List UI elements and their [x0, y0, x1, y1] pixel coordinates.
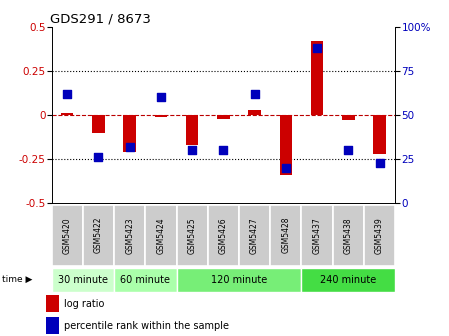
- Point: [220, 148, 227, 153]
- Bar: [46, 295, 58, 312]
- Text: GSM5423: GSM5423: [125, 217, 134, 254]
- Text: 60 minute: 60 minute: [120, 275, 170, 285]
- Text: GDS291 / 8673: GDS291 / 8673: [50, 13, 151, 26]
- Bar: [208, 205, 239, 266]
- Bar: [333, 205, 364, 266]
- Text: 30 minute: 30 minute: [58, 275, 108, 285]
- Point: [282, 165, 290, 171]
- Bar: [123, 115, 136, 152]
- Bar: [186, 115, 198, 145]
- Bar: [92, 115, 105, 133]
- Bar: [176, 267, 301, 292]
- Bar: [52, 267, 114, 292]
- Text: log ratio: log ratio: [64, 299, 104, 309]
- Bar: [301, 205, 333, 266]
- Text: GSM5428: GSM5428: [282, 217, 291, 253]
- Bar: [239, 205, 270, 266]
- Bar: [248, 110, 261, 115]
- Point: [95, 155, 102, 160]
- Text: GSM5438: GSM5438: [344, 217, 353, 254]
- Bar: [154, 115, 167, 117]
- Bar: [217, 115, 229, 119]
- Text: GSM5422: GSM5422: [94, 217, 103, 253]
- Text: GSM5420: GSM5420: [63, 217, 72, 254]
- Point: [376, 160, 383, 165]
- Bar: [311, 41, 323, 115]
- Point: [189, 148, 196, 153]
- Bar: [301, 267, 395, 292]
- Text: GSM5439: GSM5439: [375, 217, 384, 254]
- Bar: [145, 205, 176, 266]
- Text: GSM5437: GSM5437: [313, 217, 321, 254]
- Text: 240 minute: 240 minute: [320, 275, 376, 285]
- Text: GSM5427: GSM5427: [250, 217, 259, 254]
- Bar: [364, 205, 395, 266]
- Bar: [176, 205, 208, 266]
- Point: [345, 148, 352, 153]
- Bar: [46, 317, 58, 334]
- Point: [313, 45, 321, 51]
- Bar: [280, 115, 292, 175]
- Bar: [270, 205, 301, 266]
- Bar: [83, 205, 114, 266]
- Text: GSM5424: GSM5424: [156, 217, 165, 254]
- Text: GSM5426: GSM5426: [219, 217, 228, 254]
- Bar: [52, 205, 83, 266]
- Bar: [114, 267, 176, 292]
- Text: 120 minute: 120 minute: [211, 275, 267, 285]
- Bar: [373, 115, 386, 154]
- Point: [157, 95, 164, 100]
- Text: GSM5425: GSM5425: [188, 217, 197, 254]
- Bar: [114, 205, 145, 266]
- Bar: [61, 113, 74, 115]
- Text: time ▶: time ▶: [2, 275, 33, 284]
- Point: [64, 91, 71, 97]
- Text: percentile rank within the sample: percentile rank within the sample: [64, 321, 229, 331]
- Point: [251, 91, 258, 97]
- Bar: [342, 115, 355, 120]
- Point: [126, 144, 133, 150]
